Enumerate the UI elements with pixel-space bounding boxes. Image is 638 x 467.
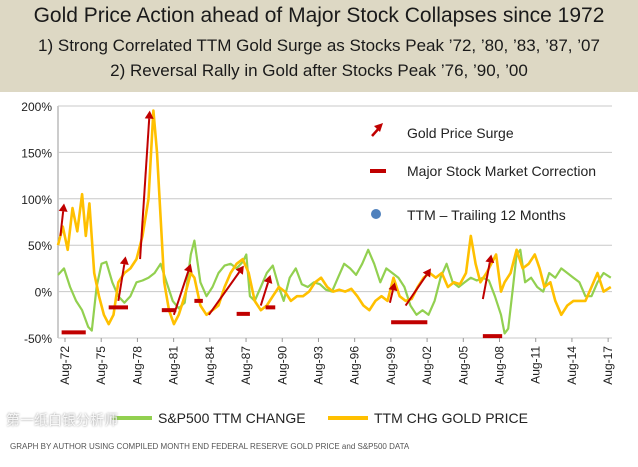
line-chart: -50% 0% 50% 100% 150% 200% Aug-72 Aug-75 Aug-78… <box>21 100 615 385</box>
legend-correction-label: Major Stock Market Correction <box>407 163 596 179</box>
annotation-markers <box>58 110 503 339</box>
surge-arrow <box>172 271 190 316</box>
surge-arrow <box>388 289 394 303</box>
surge-arrowhead <box>183 263 193 273</box>
surge-arrow <box>259 282 269 306</box>
surge-arrowhead <box>263 274 273 284</box>
y-tick-label: 50% <box>28 239 52 253</box>
gold-swatch-icon <box>328 416 368 420</box>
series-lines <box>56 109 612 335</box>
source-note: GRAPH BY AUTHOR USING COMPILED MONTH END… <box>10 442 410 451</box>
x-tick-label: Aug-08 <box>493 346 507 385</box>
x-tick-label: Aug-72 <box>58 346 72 385</box>
surge-arrow <box>404 274 428 307</box>
x-tick-label: Aug-05 <box>456 346 470 385</box>
surge-arrowhead <box>58 203 68 212</box>
x-tick-label: Aug-17 <box>601 346 615 385</box>
surge-arrowhead <box>422 268 431 278</box>
legend-gold-label: TTM CHG GOLD PRICE <box>374 410 529 426</box>
legend-ttm-dot-icon <box>371 209 381 219</box>
y-tick-label: -50% <box>24 332 52 346</box>
gold-series-line <box>56 109 612 326</box>
y-tick-label: 150% <box>21 146 52 160</box>
y-tick-label: 100% <box>21 193 52 207</box>
surge-arrowhead <box>144 110 154 119</box>
x-tick-label: Aug-84 <box>203 346 217 385</box>
x-tick-label: Aug-99 <box>384 346 398 385</box>
x-tick-label: Aug-90 <box>275 346 289 385</box>
surge-arrow <box>59 211 65 237</box>
chart-subtitle-1: 1) Strong Correlated TTM Gold Surge as S… <box>38 36 600 55</box>
x-tick-label: Aug-87 <box>239 346 253 385</box>
x-tick-label: Aug-78 <box>130 346 144 385</box>
x-tick-label: Aug-81 <box>167 346 181 385</box>
sp500-swatch-icon <box>112 416 152 420</box>
x-tick-label: Aug-11 <box>529 346 543 384</box>
x-tick-label: Aug-02 <box>420 346 434 385</box>
y-tick-label: 200% <box>21 100 52 114</box>
legend-gold: TTM CHG GOLD PRICE <box>328 410 528 426</box>
surge-arrow <box>208 271 241 316</box>
chart-subtitle-2: 2) Reversal Rally in Gold after Stocks P… <box>110 61 528 80</box>
surge-arrow <box>117 264 126 302</box>
surge-arrow <box>139 118 151 260</box>
y-tick-label: 0% <box>35 286 53 300</box>
y-axis-ticks: -50% 0% 50% 100% 150% 200% <box>21 100 52 346</box>
chart-title: Gold Price Action ahead of Major Stock C… <box>33 4 605 27</box>
x-tick-label: Aug-93 <box>311 346 325 385</box>
x-tick-label: Aug-75 <box>94 346 108 385</box>
surge-arrowhead <box>119 256 129 265</box>
x-tick-label: Aug-14 <box>565 346 579 385</box>
legend-surge-label: Gold Price Surge <box>407 125 514 141</box>
legend-surge-arrowhead-icon <box>374 123 383 132</box>
header-banner: Gold Price Action ahead of Major Stock C… <box>0 0 638 92</box>
x-tick-label: Aug-96 <box>348 346 362 385</box>
surge-arrow <box>481 262 491 300</box>
legend-sp500-label: S&P500 TTM CHANGE <box>158 410 306 426</box>
legend: Gold Price Surge Major Stock Market Corr… <box>370 123 596 223</box>
watermark: 第一纸白银分析师 <box>6 412 118 428</box>
legend-ttm-label: TTM – Trailing 12 Months <box>407 207 566 223</box>
series-legend: S&P500 TTM CHANGE TTM CHG GOLD PRICE <box>0 410 638 434</box>
legend-sp500: S&P500 TTM CHANGE <box>112 410 306 426</box>
x-axis-ticks: Aug-72 Aug-75 Aug-78 Aug-81 Aug-84 Aug-87 Aug-… <box>58 338 615 385</box>
surge-arrowhead <box>388 282 398 292</box>
surge-arrowhead <box>235 265 244 275</box>
surge-arrowhead <box>485 254 495 264</box>
chart-area: -50% 0% 50% 100% 150% 200% Aug-72 Aug-75 Aug-78… <box>0 92 638 467</box>
